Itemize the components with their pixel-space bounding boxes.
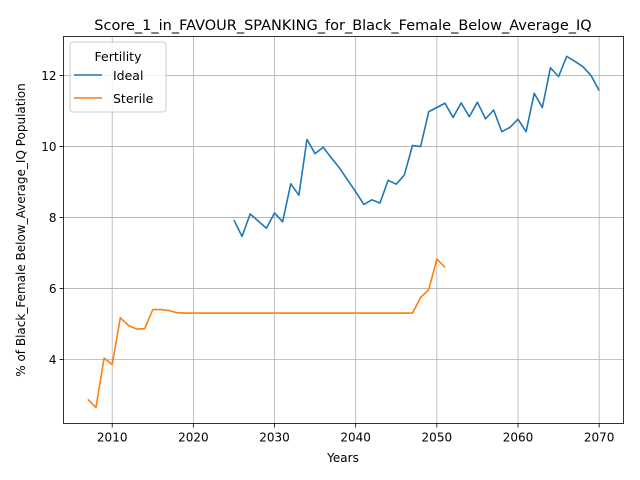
y-tick-label: 6 <box>49 282 57 296</box>
y-tick-label: 12 <box>41 69 56 83</box>
grid <box>63 36 624 424</box>
x-tick-label: 2050 <box>422 431 453 445</box>
x-tick-label: 2060 <box>503 431 534 445</box>
legend-label-ideal: Ideal <box>113 68 143 83</box>
legend: Fertility Ideal Sterile <box>69 41 167 113</box>
x-axis-ticks: 2010 2020 2030 2040 2050 2060 2070 <box>97 423 615 445</box>
x-tick-label: 2070 <box>584 431 615 445</box>
plot-frame <box>63 36 624 424</box>
y-tick-label: 10 <box>41 140 56 154</box>
series-line-ideal <box>233 55 600 238</box>
legend-title: Fertility <box>95 49 143 64</box>
y-axis-label: % of Black_Female Below_Average_IQ Popul… <box>14 83 28 377</box>
chart-title: Score_1_in_FAVOUR_SPANKING_for_Black_Fem… <box>94 18 591 34</box>
legend-box <box>69 41 167 113</box>
x-tick-label: 2010 <box>97 431 128 445</box>
y-tick-label: 8 <box>49 211 57 225</box>
x-axis-label: Years <box>326 451 359 465</box>
series-line-sterile <box>87 258 446 409</box>
series-lines <box>87 55 600 409</box>
legend-label-sterile: Sterile <box>113 91 154 106</box>
x-tick-label: 2030 <box>259 431 290 445</box>
x-tick-label: 2020 <box>178 431 209 445</box>
y-axis-ticks: 4 6 8 10 12 <box>41 69 64 367</box>
x-tick-label: 2040 <box>340 431 371 445</box>
y-tick-label: 4 <box>49 353 57 367</box>
